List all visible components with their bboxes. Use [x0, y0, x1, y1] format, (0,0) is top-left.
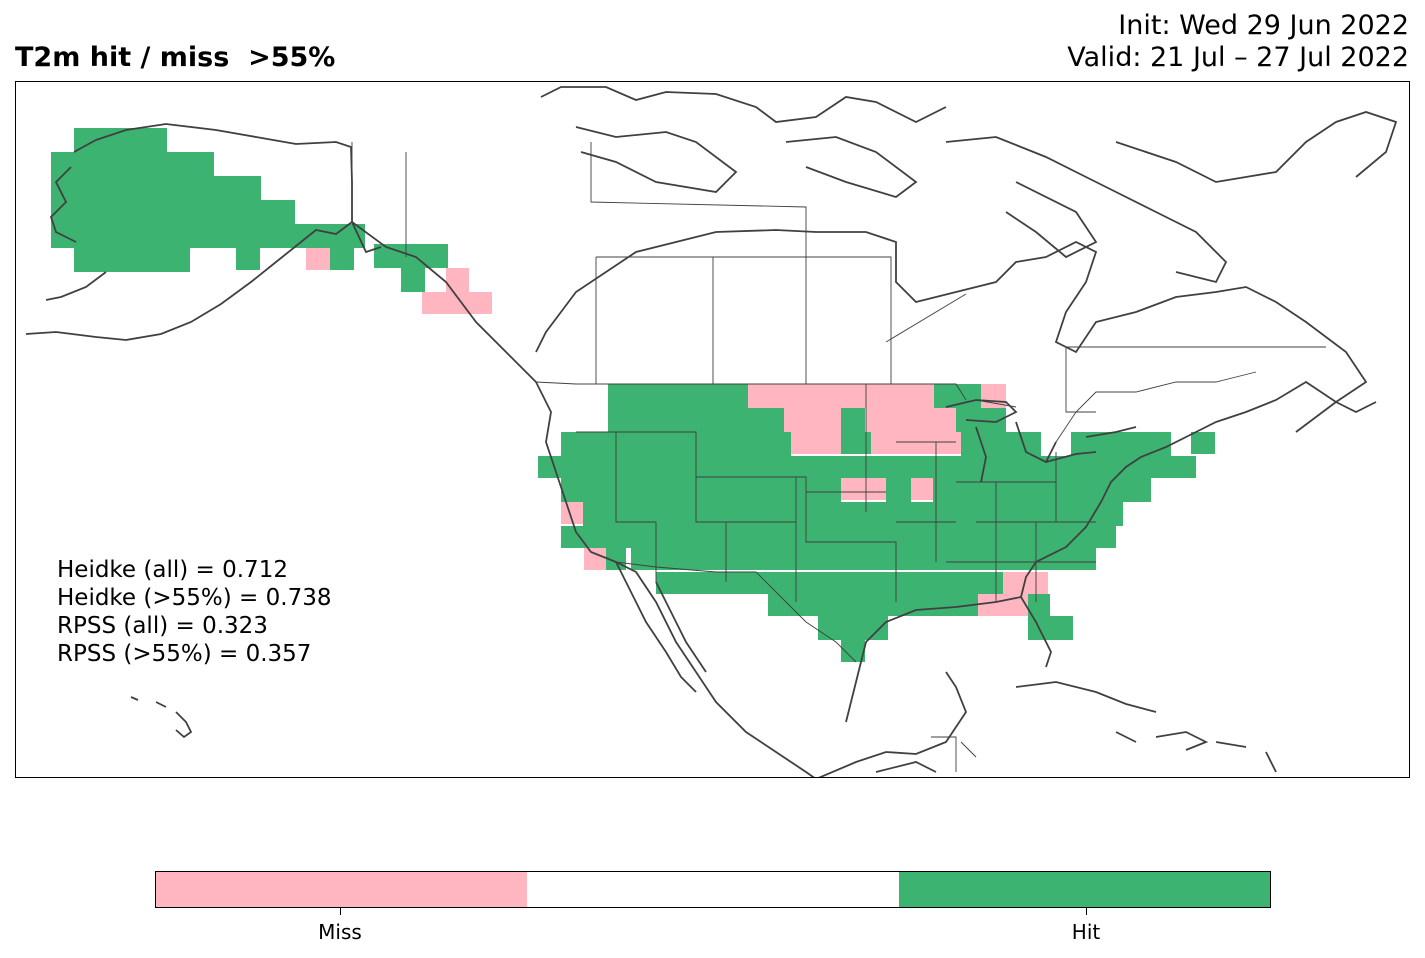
legend-label-hit: Hit: [1071, 920, 1101, 944]
legend-hit-swatch: [898, 872, 1270, 907]
coastlines: [25, 86, 1398, 777]
hit-cell: [1176, 456, 1196, 478]
hit-cell: [51, 200, 295, 224]
baja-coast: [615, 561, 707, 693]
miss-cell: [866, 408, 956, 432]
skill-scores: Heidke (all) = 0.712 Heidke (>55%) = 0.7…: [57, 556, 331, 668]
gulf-coast: [818, 595, 1052, 777]
rpss-all: RPSS (all) = 0.323: [57, 613, 268, 639]
hit-cell: [401, 268, 425, 292]
heidke-above55: Heidke (>55%) = 0.738: [57, 585, 332, 611]
hit-cell: [886, 478, 911, 502]
hit-cell: [608, 408, 788, 432]
hit-cell: [74, 248, 190, 272]
miss-cell: [911, 478, 933, 500]
miss-cell: [981, 384, 1006, 408]
legend-tick-miss: [340, 908, 341, 915]
great-lakes: [945, 399, 1137, 483]
hit-cell: [631, 548, 1096, 570]
hit-cell: [51, 176, 261, 200]
miss-cell: [791, 432, 841, 454]
miss-cell: [561, 502, 583, 524]
miss-cell: [446, 268, 469, 292]
us-mexico-border: [615, 561, 857, 663]
miss-cell: [841, 478, 886, 500]
hit-cell: [841, 640, 865, 662]
hit-cell: [538, 456, 1178, 478]
forecast-dates: Init: Wed 29 Jun 2022 Valid: 21 Jul – 27…: [1067, 10, 1409, 74]
hit-cell: [1028, 594, 1050, 616]
legend-miss-swatch: [156, 872, 528, 907]
hit-cell: [1191, 432, 1215, 454]
hit-cell: [561, 526, 1116, 548]
init-date: Init: Wed 29 Jun 2022: [1118, 10, 1409, 41]
miss-cell: [306, 248, 330, 270]
borders: [351, 142, 1326, 772]
hit-cell: [561, 432, 791, 456]
hawaii-islands: [130, 696, 193, 739]
hudson-bay: [535, 229, 1368, 433]
hit-cell: [236, 248, 260, 270]
valid-date: Valid: 21 Jul – 27 Jul 2022: [1067, 42, 1409, 73]
legend-neutral-swatch: [527, 872, 899, 907]
map-panel: [15, 81, 1410, 778]
map-title: T2m hit / miss >55%: [15, 42, 336, 73]
hit-cell: [841, 408, 865, 432]
map-canvas: [25, 86, 1398, 777]
central-america: [931, 736, 977, 772]
alaska-coast: [25, 123, 382, 341]
miss-cell: [784, 408, 844, 432]
miss-cell: [1003, 572, 1048, 594]
hit-miss-grid: [51, 128, 1215, 662]
canada-provinces: [405, 142, 1326, 413]
miss-cell: [584, 548, 606, 570]
hit-cell: [656, 572, 1006, 594]
miss-cell: [748, 384, 858, 408]
legend-label-miss: Miss: [318, 920, 362, 944]
west-coast: [351, 221, 815, 777]
legend-colorbar: [155, 871, 1271, 908]
hit-cell: [956, 408, 1006, 432]
hit-cell: [841, 432, 871, 454]
hit-cell: [51, 152, 214, 176]
east-coast: [1020, 380, 1377, 598]
hit-cell: [961, 432, 1041, 456]
us-canada-border: [351, 142, 1257, 443]
legend-tick-hit: [1086, 908, 1087, 915]
us-states: [576, 384, 1096, 602]
hit-cell: [260, 224, 352, 248]
hit-cell: [768, 594, 978, 616]
rpss-above55: RPSS (>55%) = 0.357: [57, 641, 312, 667]
miss-cell: [978, 594, 1028, 616]
hit-cell: [818, 616, 888, 640]
hit-cell: [1116, 478, 1151, 502]
arctic-islands: [540, 86, 1398, 284]
miss-cell: [871, 432, 961, 454]
hit-cell: [330, 248, 354, 270]
miss-cell: [422, 292, 492, 314]
hit-cell: [608, 384, 758, 408]
hit-cell: [561, 478, 841, 502]
miss-cell: [856, 384, 936, 408]
caribbean-islands: [1015, 681, 1277, 773]
heidke-all: Heidke (all) = 0.712: [57, 557, 288, 583]
